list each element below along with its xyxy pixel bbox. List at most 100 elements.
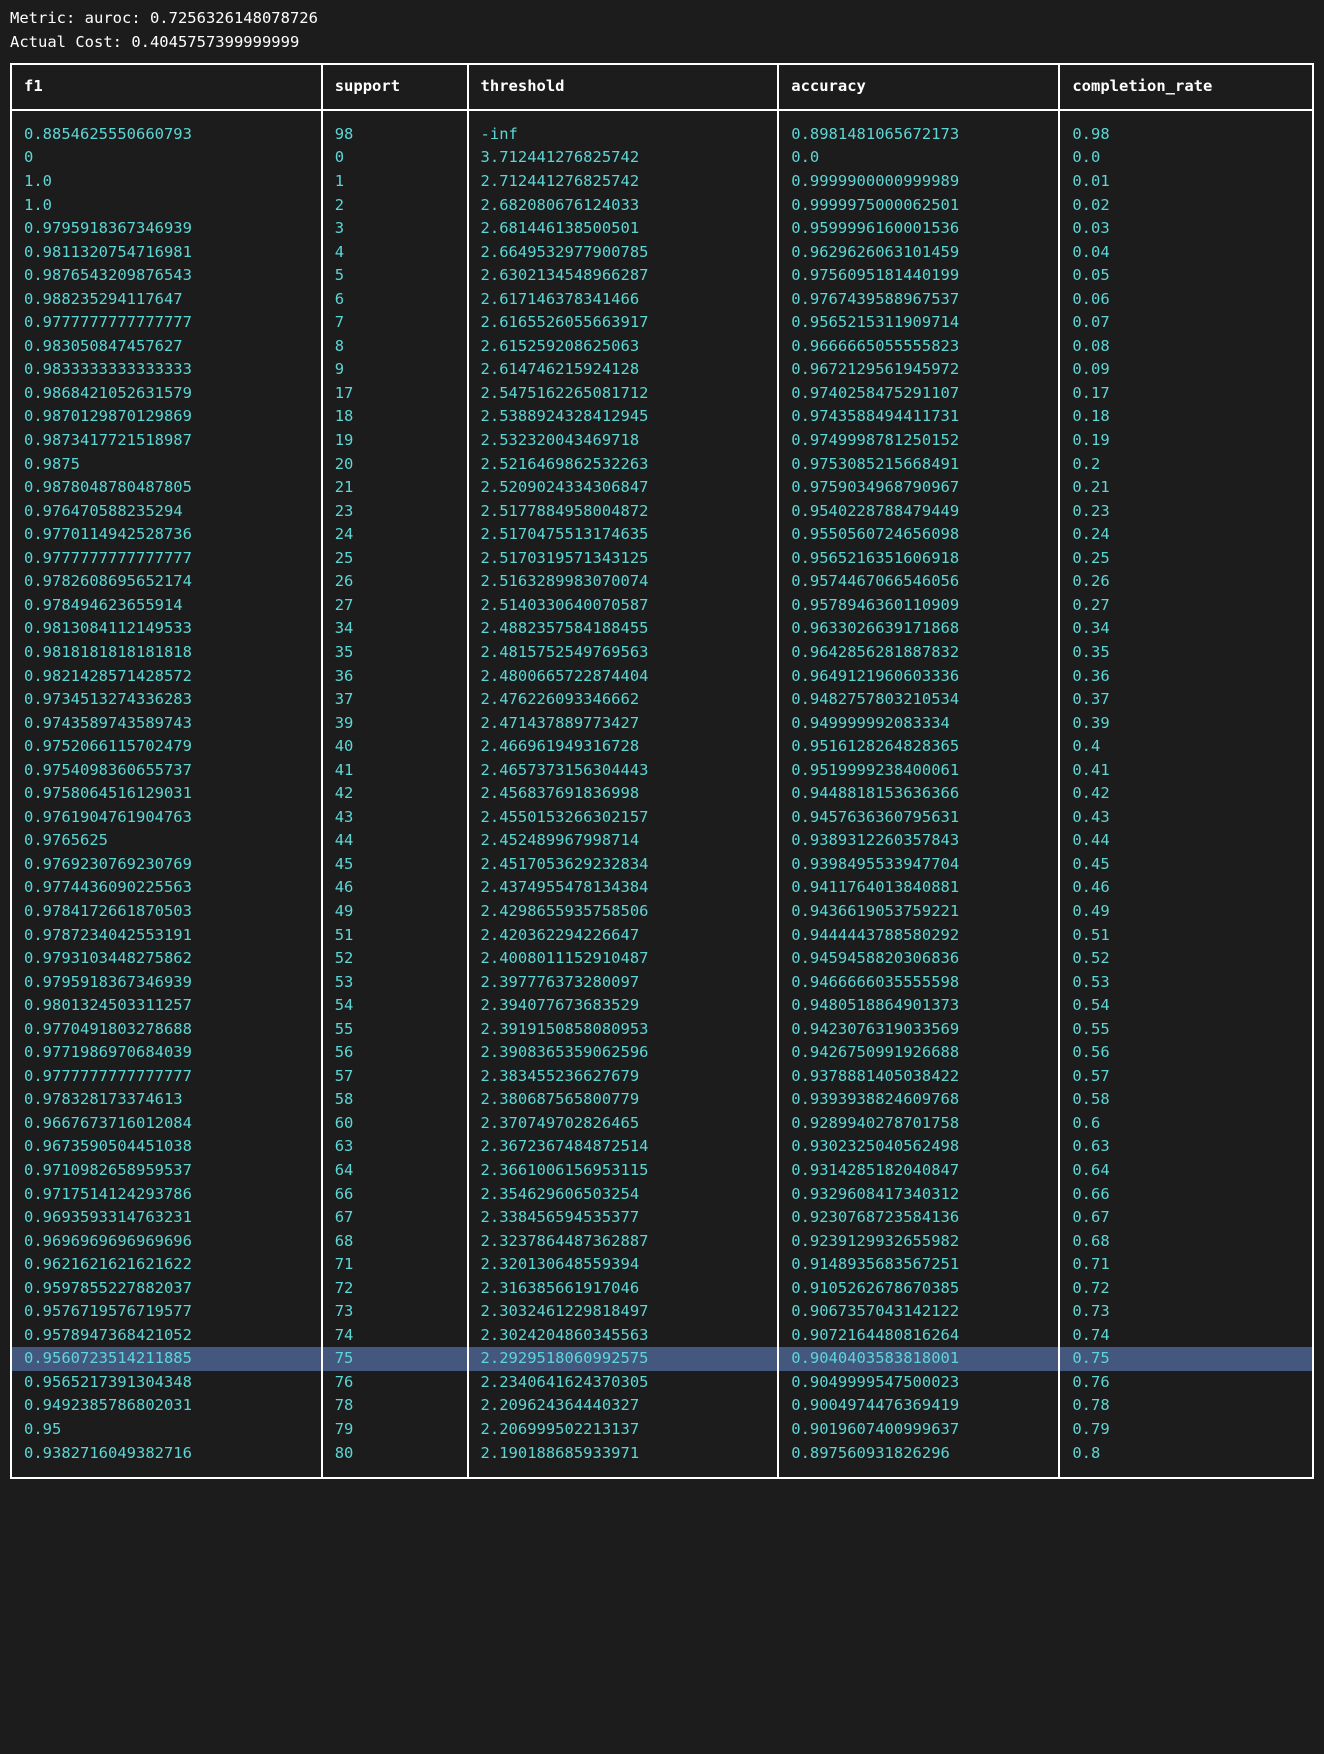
table-cell: 2.394077673683529: [468, 994, 779, 1018]
table-cell: 0.9758064516129031: [11, 782, 322, 806]
table-cell: 0.54: [1059, 994, 1313, 1018]
table-cell: 2.5163289983070074: [468, 570, 779, 594]
table-row: 0.9673590504451038632.36723674848725140.…: [11, 1135, 1313, 1159]
table-cell: 45: [322, 853, 468, 877]
table-cell: 0.74: [1059, 1324, 1313, 1348]
table-row: 0.9667673716012084602.3707497028264650.9…: [11, 1112, 1313, 1136]
table-cell: 0.72: [1059, 1277, 1313, 1301]
table-row: 003.7124412768257420.00.0: [11, 146, 1313, 170]
table-cell: 0.9833333333333333: [11, 358, 322, 382]
table-row: 0.9795918367346939532.3977763732800970.9…: [11, 971, 1313, 995]
table-cell: 0.9801324503311257: [11, 994, 322, 1018]
table-cell: 0.9482757803210534: [778, 688, 1059, 712]
table-cell: 0.43: [1059, 806, 1313, 830]
table-cell: 55: [322, 1018, 468, 1042]
table-cell: 1.0: [11, 194, 322, 218]
table-row: 0.9565217391304348762.23406416243703050.…: [11, 1371, 1313, 1395]
table-row: 0.9754098360655737412.46573731563044430.…: [11, 759, 1313, 783]
table-cell: 0.9749998781250152: [778, 429, 1059, 453]
table-cell: 19: [322, 429, 468, 453]
table-cell: 0.9239129932655982: [778, 1230, 1059, 1254]
table-cell: 0.9642856281887832: [778, 641, 1059, 665]
table-cell: 0.58: [1059, 1088, 1313, 1112]
table-cell: 2.354629606503254: [468, 1183, 779, 1207]
table-cell: 0.27: [1059, 594, 1313, 618]
table-cell: 0.39: [1059, 712, 1313, 736]
table-row: 0.9761904761904763432.45501532663021570.…: [11, 806, 1313, 830]
table-cell: 64: [322, 1159, 468, 1183]
table-cell: 37: [322, 688, 468, 712]
table-cell: 0.9302325040562498: [778, 1135, 1059, 1159]
table-row: 0.9868421052631579172.54751622650817120.…: [11, 382, 1313, 406]
table-cell: 0.9004974476369419: [778, 1394, 1059, 1418]
table-cell: 2.4550153266302157: [468, 806, 779, 830]
table-cell: 0.44: [1059, 829, 1313, 853]
table-row: 0.983333333333333392.6147462159241280.96…: [11, 358, 1313, 382]
table-cell: 0.98: [1059, 110, 1313, 147]
table-cell: 2: [322, 194, 468, 218]
cost-line: Actual Cost: 0.4045757399999999: [10, 32, 1314, 54]
table-cell: 2.4517053629232834: [468, 853, 779, 877]
table-cell: 2.681446138500501: [468, 217, 779, 241]
table-cell: 35: [322, 641, 468, 665]
table-row: 0.9769230769230769452.45170536292328340.…: [11, 853, 1313, 877]
table-cell: 0.9754098360655737: [11, 759, 322, 783]
table-cell: 2.615259208625063: [468, 335, 779, 359]
table-cell: 0.04: [1059, 241, 1313, 265]
table-cell: 0.9426750991926688: [778, 1041, 1059, 1065]
table-cell: 2.6649532977900785: [468, 241, 779, 265]
table-cell: 0.9696969696969696: [11, 1230, 322, 1254]
table-cell: 40: [322, 735, 468, 759]
table-cell: 0.9743588494411731: [778, 405, 1059, 429]
table-cell: 0.0: [1059, 146, 1313, 170]
table-cell: 0.9770114942528736: [11, 523, 322, 547]
table-cell: 0.35: [1059, 641, 1313, 665]
table-cell: 0.9040403583818001: [778, 1347, 1059, 1371]
table-cell: 0.949999992083334: [778, 712, 1059, 736]
table-cell: 63: [322, 1135, 468, 1159]
table-cell: 0.02: [1059, 194, 1313, 218]
table-cell: 2.338456594535377: [468, 1206, 779, 1230]
table-cell: 0.9550560724656098: [778, 523, 1059, 547]
table-cell: 0.9389312260357843: [778, 829, 1059, 853]
table-cell: 0.9436619053759221: [778, 900, 1059, 924]
col-header-threshold: threshold: [468, 64, 779, 110]
table-cell: 0.68: [1059, 1230, 1313, 1254]
table-cell: 2.5388924328412945: [468, 405, 779, 429]
table-cell: 7: [322, 311, 468, 335]
table-row: 0.9774436090225563462.43749554781343840.…: [11, 876, 1313, 900]
table-cell: 0.09: [1059, 358, 1313, 382]
table-row: 0.9560723514211885752.29295180609925750.…: [11, 1347, 1313, 1371]
table-cell: 0.9774436090225563: [11, 876, 322, 900]
table-cell: 0.4: [1059, 735, 1313, 759]
table-cell: 0.9448818153636366: [778, 782, 1059, 806]
table-cell: 44: [322, 829, 468, 853]
table-cell: 2.3672367484872514: [468, 1135, 779, 1159]
table-cell: 0.9777777777777777: [11, 311, 322, 335]
table-cell: 24: [322, 523, 468, 547]
table-cell: 3: [322, 217, 468, 241]
table-cell: -inf: [468, 110, 779, 147]
table-cell: 2.397776373280097: [468, 971, 779, 995]
table-cell: 0.08: [1059, 335, 1313, 359]
table-row: 0.9787234042553191512.4203622942266470.9…: [11, 924, 1313, 948]
table-cell: 0.9769230769230769: [11, 853, 322, 877]
table-cell: 2.476226093346662: [468, 688, 779, 712]
table-cell: 0.9565217391304348: [11, 1371, 322, 1395]
table-row: 0.9784172661870503492.42986559357585060.…: [11, 900, 1313, 924]
table-cell: 0.9148935683567251: [778, 1253, 1059, 1277]
table-cell: 0.73: [1059, 1300, 1313, 1324]
table-cell: 0: [322, 146, 468, 170]
table-cell: 0.9329608417340312: [778, 1183, 1059, 1207]
terminal-output: Metric: auroc: 0.7256326148078726 Actual…: [0, 0, 1324, 1489]
table-row: 0.9770114942528736242.51704755131746350.…: [11, 523, 1313, 547]
table-cell: 0.9752066115702479: [11, 735, 322, 759]
table-cell: 80: [322, 1442, 468, 1479]
table-cell: 0.23: [1059, 500, 1313, 524]
table-cell: 2.4657373156304443: [468, 759, 779, 783]
table-cell: 2.190188685933971: [468, 1442, 779, 1479]
table-cell: 74: [322, 1324, 468, 1348]
table-cell: 0.9576719576719577: [11, 1300, 322, 1324]
table-cell: 0.18: [1059, 405, 1313, 429]
table-row: 0.9492385786802031782.2096243644403270.9…: [11, 1394, 1313, 1418]
